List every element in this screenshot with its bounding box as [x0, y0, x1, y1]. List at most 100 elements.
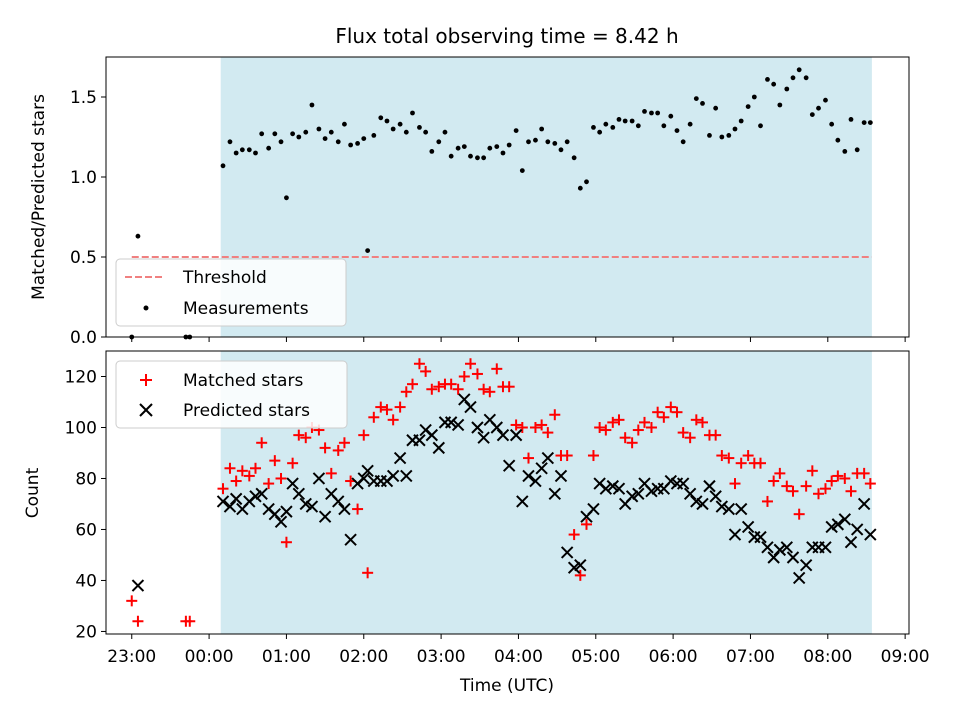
matched-star-point: [516, 421, 528, 433]
predicted-star-point: [715, 500, 729, 513]
measurement-point: [284, 195, 289, 201]
matched-star-point: [774, 467, 786, 479]
predicted-star-point: [393, 451, 407, 465]
matched-star-point: [735, 457, 747, 469]
matched-star-point: [626, 437, 638, 449]
measurement-point: [342, 121, 347, 127]
measurement-point: [655, 110, 661, 116]
predicted-star-point: [773, 543, 787, 557]
matched-star-point: [781, 480, 793, 492]
measurement-point: [591, 125, 596, 130]
predicted-star-point: [548, 487, 561, 500]
top-panel: 0.0 0.5 1.0 1.5 Flux total observing time =…: [29, 24, 910, 348]
measurement-point: [348, 142, 354, 148]
predicted-star-point: [844, 536, 858, 549]
x-axis-label: Time (UTC): [459, 676, 554, 696]
top-legend: Threshold Measurements: [115, 258, 347, 327]
matched-star-point: [800, 480, 812, 492]
top-legend-box: [115, 258, 347, 327]
matched-star-point: [375, 401, 387, 413]
x-tick-label: 23:00: [107, 647, 156, 667]
matched-star-point: [452, 383, 464, 395]
measurement-point: [239, 147, 245, 153]
matched-star-point: [362, 567, 374, 579]
predicted-star-point: [361, 464, 374, 478]
measurement-point: [278, 139, 284, 145]
measurement-point: [564, 139, 570, 145]
bottom-axes-frame: [105, 350, 910, 635]
predicted-star-point: [728, 528, 742, 541]
measurement-point: [448, 153, 454, 159]
y-tick-label: 80: [75, 469, 97, 489]
matched-star-point: [665, 401, 677, 413]
matched-star-point: [464, 358, 476, 370]
predicted-star-point: [819, 541, 832, 554]
matched-star-point: [716, 450, 728, 462]
measurement-point: [816, 105, 821, 111]
matched-star-point: [832, 470, 844, 482]
predicted-star-point: [703, 479, 716, 493]
predicted-stars-points: [131, 393, 877, 592]
measurement-point: [513, 128, 519, 134]
x-tick-label: 07:00: [726, 647, 775, 667]
matched-star-point: [697, 416, 709, 428]
measurement-point: [796, 67, 802, 73]
x-tick-label: 04:00: [494, 647, 543, 667]
measurement-points: [129, 67, 873, 340]
predicted-star-point: [632, 487, 645, 500]
matched-star-point: [658, 411, 670, 423]
y-tick-label: 40: [75, 571, 97, 591]
measurement-point: [545, 139, 551, 145]
measurement-point: [842, 149, 848, 154]
measurement-point: [246, 147, 252, 153]
predicted-star-point: [292, 487, 306, 500]
predicted-star-point: [131, 579, 145, 592]
measurement-point: [436, 139, 442, 145]
predicted-star-point: [560, 546, 574, 559]
x-tick-label: 03:00: [417, 647, 466, 667]
predicted-star-point: [400, 469, 413, 483]
bottom-y-axis-label: Count: [23, 467, 43, 518]
measurement-point: [854, 147, 860, 153]
matched-star-point: [619, 432, 631, 444]
predicted-star-point: [838, 513, 852, 526]
x-tick-label: 02:00: [339, 647, 388, 667]
legend-measurement-swatch: [143, 305, 149, 311]
matched-star-point: [458, 370, 470, 382]
y-tick-label: 0.0: [70, 328, 97, 348]
predicted-star-point: [722, 502, 736, 516]
measurement-point: [328, 129, 334, 135]
measurement-point: [378, 115, 384, 121]
measurement-point: [539, 126, 545, 132]
top-y-axis-label: Matched/Predicted stars: [29, 94, 49, 300]
measurement-point: [823, 97, 828, 103]
predicted-star-point: [312, 472, 326, 485]
matched-star-point: [400, 386, 412, 398]
predicted-star-point: [444, 416, 458, 429]
matched-star-point: [839, 472, 851, 484]
matched-star-point: [332, 444, 344, 456]
predicted-star-point: [490, 421, 503, 434]
bottom-y-axis-ticks: 20 40 60 80 100 120: [65, 367, 106, 642]
predicted-star-point: [541, 451, 555, 465]
predicted-star-point: [535, 462, 548, 475]
matched-star-point: [755, 457, 767, 469]
x-tick-label: 06:00: [649, 647, 698, 667]
measurement-point: [233, 150, 239, 156]
predicted-star-point: [741, 520, 755, 534]
measurement-point: [751, 94, 757, 100]
predicted-star-point: [709, 490, 722, 503]
matched-star-point: [639, 416, 651, 428]
matched-star-point: [126, 595, 138, 607]
matched-star-point: [236, 465, 248, 477]
chart-title: Flux total observing time = 8.42 h: [335, 24, 678, 48]
matched-star-point: [600, 424, 612, 436]
matched-star-point: [568, 529, 580, 541]
matched-star-point: [793, 508, 805, 520]
matched-star-point: [768, 475, 780, 487]
measurement-point: [603, 121, 609, 127]
measurement-point: [384, 118, 390, 124]
measurement-point: [272, 131, 278, 137]
x-tick-label: 00:00: [185, 647, 234, 667]
